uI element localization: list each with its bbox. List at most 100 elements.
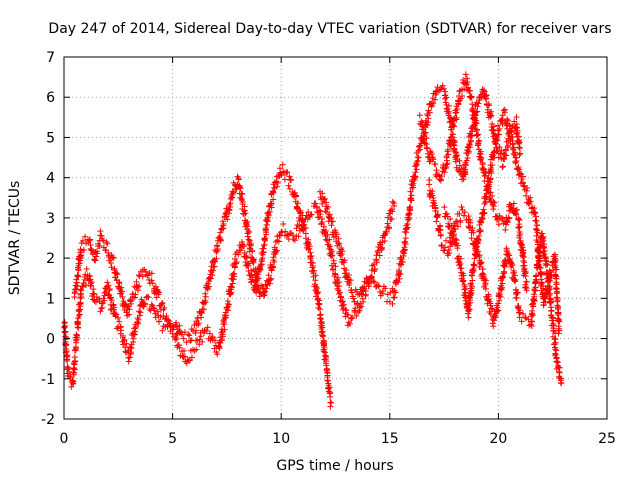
data-point bbox=[404, 224, 411, 231]
data-point bbox=[202, 293, 209, 300]
data-point bbox=[501, 269, 508, 276]
data-point bbox=[461, 86, 468, 93]
data-point bbox=[257, 262, 264, 269]
data-point bbox=[510, 150, 517, 157]
data-point bbox=[497, 285, 504, 292]
data-point bbox=[389, 300, 396, 307]
data-point bbox=[469, 277, 476, 284]
data-point bbox=[181, 329, 188, 336]
data-point bbox=[111, 304, 118, 311]
data-point bbox=[475, 138, 482, 145]
data-point bbox=[193, 346, 200, 353]
data-point bbox=[471, 111, 478, 118]
data-point bbox=[506, 122, 513, 129]
data-point bbox=[442, 99, 449, 106]
data-point bbox=[80, 237, 87, 244]
y-tick-label: 1 bbox=[46, 291, 55, 307]
data-point bbox=[256, 265, 263, 272]
data-point bbox=[520, 182, 527, 189]
data-point bbox=[343, 267, 350, 274]
data-point bbox=[477, 148, 484, 155]
data-point bbox=[136, 308, 143, 315]
data-point bbox=[496, 144, 503, 151]
data-point bbox=[365, 276, 372, 283]
data-point bbox=[510, 200, 517, 207]
data-point bbox=[491, 199, 498, 206]
data-point bbox=[281, 176, 288, 183]
data-point bbox=[406, 215, 413, 222]
data-point bbox=[232, 260, 239, 267]
x-tick-label: 15 bbox=[381, 431, 399, 447]
data-point bbox=[374, 249, 381, 256]
data-point bbox=[321, 346, 328, 353]
data-point bbox=[515, 133, 522, 140]
data-point bbox=[499, 164, 506, 171]
data-point bbox=[86, 273, 93, 280]
data-point bbox=[495, 221, 502, 228]
data-point bbox=[138, 296, 145, 303]
data-point bbox=[326, 390, 333, 397]
data-point bbox=[532, 284, 539, 291]
data-point bbox=[303, 212, 310, 219]
data-point bbox=[71, 358, 78, 365]
data-point bbox=[348, 289, 355, 296]
data-point bbox=[478, 219, 485, 226]
data-point bbox=[556, 369, 563, 376]
data-point bbox=[495, 300, 502, 307]
data-point bbox=[340, 301, 347, 308]
data-point bbox=[289, 232, 296, 239]
data-point bbox=[249, 276, 256, 283]
data-point bbox=[211, 345, 218, 352]
data-point bbox=[244, 230, 251, 237]
data-point bbox=[450, 231, 457, 238]
data-point bbox=[270, 254, 277, 261]
data-point bbox=[305, 246, 312, 253]
data-point bbox=[475, 237, 482, 244]
data-point bbox=[519, 247, 526, 254]
data-point bbox=[231, 271, 238, 278]
data-point bbox=[467, 299, 474, 306]
data-point bbox=[341, 257, 348, 264]
data-point bbox=[302, 225, 309, 232]
y-tick-label: 5 bbox=[46, 130, 55, 146]
plot-frame bbox=[63, 56, 608, 420]
y-tick-label: 7 bbox=[46, 50, 55, 66]
data-point bbox=[329, 218, 336, 225]
data-point bbox=[473, 127, 480, 134]
data-point bbox=[137, 309, 144, 316]
data-point bbox=[154, 308, 161, 315]
data-point bbox=[317, 316, 324, 323]
data-point bbox=[136, 283, 143, 290]
x-tick-label: 25 bbox=[598, 431, 616, 447]
data-point bbox=[449, 131, 456, 138]
data-point bbox=[266, 208, 273, 215]
data-point bbox=[377, 289, 384, 296]
data-point bbox=[454, 223, 461, 230]
data-point bbox=[457, 255, 464, 262]
data-point bbox=[338, 251, 345, 258]
data-point bbox=[458, 265, 465, 272]
data-point bbox=[513, 206, 520, 213]
data-point bbox=[336, 240, 343, 247]
data-point bbox=[232, 186, 239, 193]
data-point bbox=[522, 314, 529, 321]
data-point bbox=[78, 287, 85, 294]
data-point bbox=[235, 175, 242, 182]
data-point bbox=[353, 288, 360, 295]
data-points bbox=[61, 71, 565, 410]
data-point bbox=[443, 94, 450, 101]
data-point bbox=[76, 312, 83, 319]
data-point bbox=[553, 289, 560, 296]
data-point bbox=[72, 346, 79, 353]
data-point bbox=[419, 119, 426, 126]
data-point bbox=[322, 227, 329, 234]
data-point bbox=[506, 252, 513, 259]
data-point bbox=[194, 337, 201, 344]
data-point bbox=[527, 321, 534, 328]
data-point bbox=[505, 142, 512, 149]
data-point bbox=[516, 145, 523, 152]
data-point bbox=[509, 262, 516, 269]
data-point bbox=[507, 257, 514, 264]
data-point bbox=[245, 227, 252, 234]
data-point bbox=[272, 239, 279, 246]
